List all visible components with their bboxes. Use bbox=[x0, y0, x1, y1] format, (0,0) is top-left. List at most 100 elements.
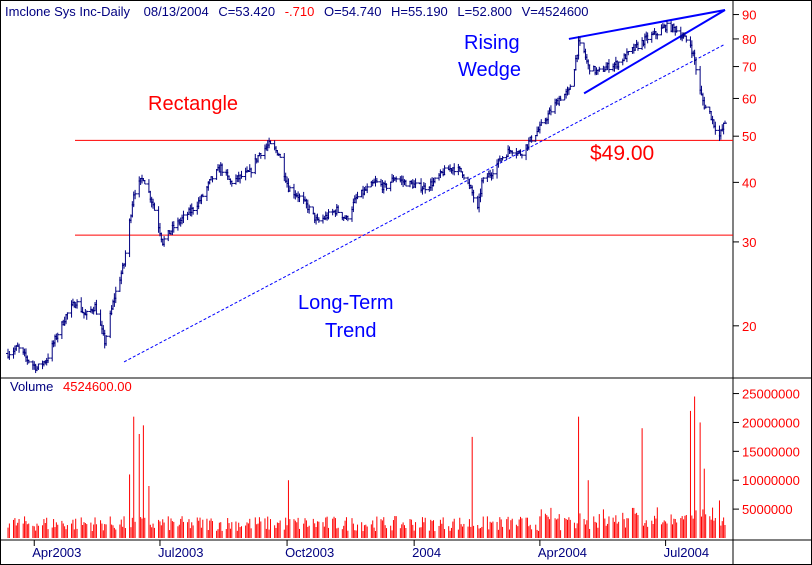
volume-tick-label: 25000000 bbox=[742, 387, 800, 402]
price-tick-label: 50 bbox=[742, 129, 756, 144]
price-bar bbox=[104, 335, 109, 346]
header-change: -.710 bbox=[285, 4, 315, 19]
price-bar bbox=[26, 359, 31, 364]
price-bar bbox=[490, 168, 495, 180]
price-tick-label: 20 bbox=[742, 319, 756, 334]
price-bar bbox=[36, 363, 41, 370]
price-bar bbox=[519, 153, 524, 159]
price-tick-label: 70 bbox=[742, 60, 756, 75]
price-bar bbox=[461, 174, 466, 180]
price-bar bbox=[162, 236, 167, 247]
price-bar bbox=[374, 177, 379, 183]
price-bar bbox=[587, 64, 592, 75]
header-volume: V=4524600 bbox=[522, 4, 589, 19]
volume-axis: 25000000 20000000 15000000 10000000 5000000 bbox=[733, 387, 800, 517]
volume-tick-label: 5000000 bbox=[742, 502, 793, 517]
price-bar bbox=[191, 207, 196, 215]
price-bar bbox=[297, 193, 302, 203]
price-bar bbox=[65, 312, 70, 320]
price-bar bbox=[133, 189, 138, 200]
volume-tick-label: 15000000 bbox=[742, 444, 800, 459]
price-bar bbox=[539, 119, 544, 126]
price-tick-label: 30 bbox=[742, 235, 756, 250]
date-tick-label: Jul2003 bbox=[158, 545, 204, 560]
price-bar bbox=[471, 189, 476, 203]
price-bar bbox=[635, 41, 640, 51]
header-high: H=55.190 bbox=[391, 4, 448, 19]
price-tick-label: 90 bbox=[742, 8, 756, 23]
price-bar bbox=[394, 176, 399, 183]
price-bar bbox=[510, 150, 515, 157]
price-bar bbox=[307, 204, 312, 214]
price-bar bbox=[645, 32, 650, 44]
annotation-support-price: $49.00 bbox=[590, 142, 654, 165]
price-bar bbox=[703, 104, 708, 109]
price-bar bbox=[655, 32, 660, 40]
price-bar bbox=[345, 215, 350, 222]
price-bar bbox=[558, 95, 563, 101]
date-tick-label: Oct2003 bbox=[285, 545, 334, 560]
annotation-trend: Trend bbox=[325, 320, 377, 342]
date-tick-label: Apr2003 bbox=[32, 545, 81, 560]
long-term-trendline bbox=[123, 43, 726, 363]
price-axis: 90 80 70 60 50 40 30 20 bbox=[733, 8, 756, 334]
price-bar bbox=[606, 59, 611, 73]
price-bar bbox=[529, 135, 534, 143]
price-bar bbox=[75, 299, 80, 309]
volume-label-value: 4524600.00 bbox=[63, 379, 132, 394]
price-bar bbox=[7, 350, 12, 360]
price-bar bbox=[452, 163, 457, 176]
price-bar bbox=[316, 217, 321, 223]
price-bar bbox=[84, 310, 89, 320]
price-bar bbox=[693, 56, 698, 75]
price-bar bbox=[626, 50, 631, 56]
price-bar bbox=[616, 61, 621, 70]
price-bar bbox=[258, 153, 263, 159]
price-bar bbox=[268, 140, 273, 145]
price-bar bbox=[326, 209, 331, 220]
price-bar bbox=[229, 180, 234, 187]
price-bar bbox=[568, 84, 573, 90]
price-bar bbox=[171, 221, 176, 233]
wedge-trendline bbox=[568, 9, 726, 40]
price-bar bbox=[500, 156, 505, 161]
header-symbol: Imclone Sys Inc-Daily bbox=[5, 4, 130, 19]
price-bar bbox=[684, 35, 689, 43]
price-bars bbox=[6, 20, 727, 374]
price-bar bbox=[55, 332, 60, 343]
price-bar bbox=[142, 180, 147, 185]
price-bar bbox=[113, 286, 118, 304]
price-bar bbox=[577, 37, 582, 46]
price-bar bbox=[384, 183, 389, 191]
price-bar bbox=[713, 121, 718, 135]
volume-tick-label: 10000000 bbox=[742, 473, 800, 488]
header-line: Imclone Sys Inc-Daily 08/13/2004 C=53.42… bbox=[5, 4, 589, 19]
price-bar bbox=[249, 167, 254, 178]
price-bar bbox=[442, 165, 447, 176]
annotation-wedge: Wedge bbox=[458, 59, 521, 81]
annotation-rising: Rising bbox=[464, 32, 520, 54]
price-bar bbox=[355, 191, 360, 200]
price-bar bbox=[220, 163, 225, 176]
price-bar bbox=[664, 20, 669, 34]
price-bar bbox=[17, 343, 22, 353]
price-bar bbox=[674, 25, 679, 33]
wedge-trendline bbox=[583, 9, 726, 95]
price-bar bbox=[278, 153, 283, 158]
volume-tick-label: 20000000 bbox=[742, 415, 800, 430]
price-bar bbox=[365, 183, 370, 194]
price-bar bbox=[152, 202, 157, 211]
price-bar bbox=[123, 250, 128, 267]
date-tick-label: Jul2004 bbox=[664, 545, 710, 560]
volume-label-prefix: Volume bbox=[10, 379, 53, 394]
date-axis: Apr2003 Jul2003 Oct2003 2004 Apr2004 Jul2004 bbox=[32, 540, 709, 560]
price-bar bbox=[432, 177, 437, 184]
header-date: 08/13/2004 bbox=[144, 4, 209, 19]
price-bar bbox=[181, 210, 186, 224]
price-bar bbox=[597, 66, 602, 72]
price-bar bbox=[548, 105, 553, 116]
price-tick-label: 40 bbox=[742, 175, 756, 190]
price-bar bbox=[94, 299, 99, 315]
